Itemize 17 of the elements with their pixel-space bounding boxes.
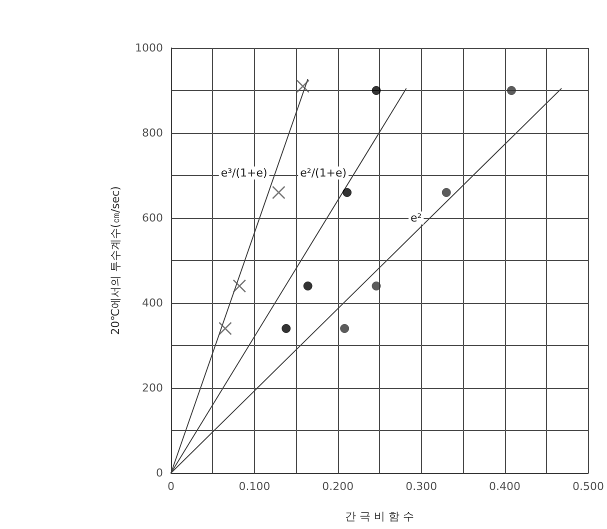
- x-tick-label: 0.400: [489, 480, 521, 493]
- x-axis-title: 간 극 비 함 수: [345, 510, 414, 523]
- y-axis-title: 20℃에서의 투수계수(㎝/sec): [109, 186, 122, 335]
- y-tick-label: 400: [142, 296, 163, 310]
- annotation: e²/(1+e): [300, 166, 347, 180]
- x-tick-label: 0.300: [406, 480, 438, 493]
- y-tick-label: 1000: [135, 42, 163, 54]
- x-tick-label: 0.200: [322, 480, 354, 493]
- annotation: e²: [410, 212, 422, 224]
- annotation: e³/(1+e): [220, 166, 268, 180]
- x-tick-label: 0.100: [238, 480, 270, 493]
- y-tick-label: 200: [142, 382, 163, 394]
- x-tick-label: 0.500: [572, 480, 604, 493]
- x-tick-label: 0: [168, 480, 174, 493]
- y-tick-label: 0: [156, 466, 163, 480]
- y-tick-label: 600: [142, 212, 163, 224]
- y-tick-label: 800: [142, 126, 163, 140]
